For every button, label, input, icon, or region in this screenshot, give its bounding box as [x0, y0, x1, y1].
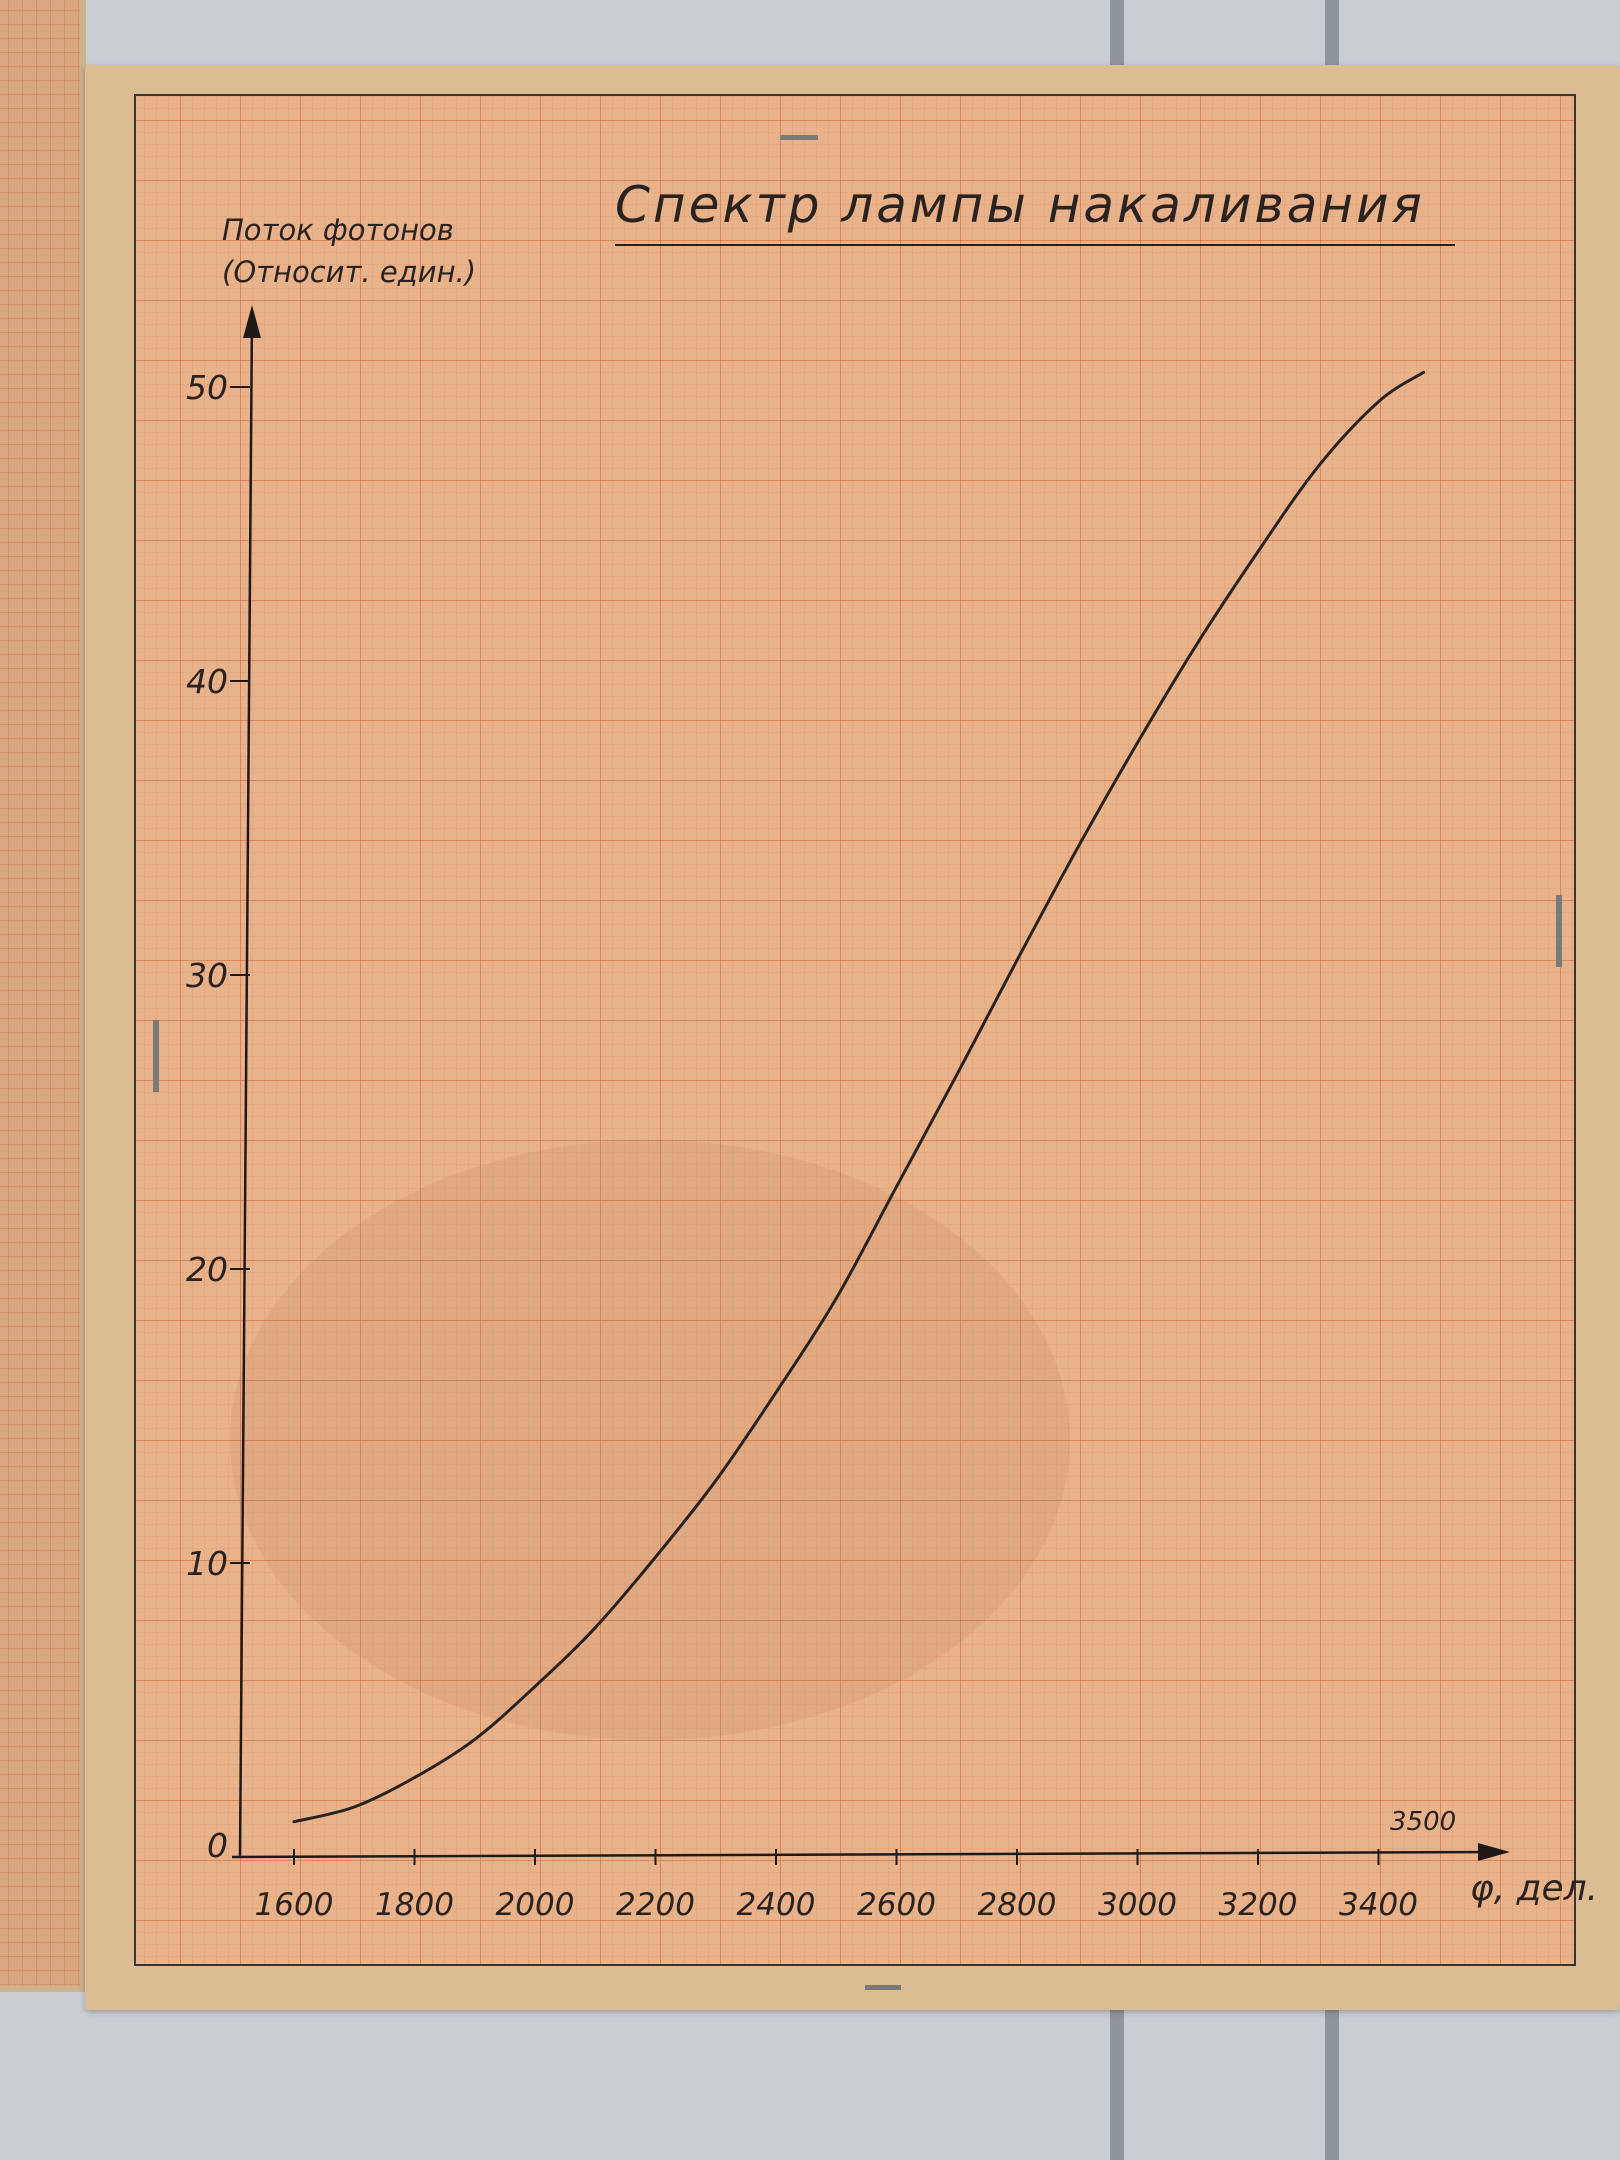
x-tick-label: 3000 [1098, 1887, 1177, 1923]
y-tick-label: 40 [186, 662, 228, 701]
y-axis-arrow [243, 305, 261, 338]
x-tick-label: 2000 [496, 1887, 575, 1923]
x-tick-label: 2200 [616, 1887, 695, 1923]
x-tick-label: 1800 [375, 1887, 454, 1923]
x-axis [231, 1850, 1496, 1859]
x-axis-label: φ, дел. [1470, 1868, 1598, 1909]
x-tick-label: 2400 [737, 1887, 816, 1923]
y-axis-label-line2: (Относит. един.) [222, 255, 476, 289]
y-axis [238, 314, 254, 1858]
x-tick-label: 1600 [255, 1887, 334, 1923]
chart-title: Спектр лампы накаливания [615, 176, 1425, 234]
staple-right [1556, 895, 1562, 967]
x-axis-arrow [1478, 1843, 1510, 1861]
staple-left [153, 1020, 159, 1092]
x-tick-label: 2800 [978, 1887, 1057, 1923]
x-tick-label: 2600 [857, 1887, 936, 1923]
y-tick-label: 20 [186, 1250, 228, 1289]
x-tick-label: 3200 [1219, 1887, 1298, 1923]
staple-top [780, 135, 818, 140]
x-axis-extra-label: 3500 [1390, 1807, 1456, 1837]
x-tick-label: 3400 [1339, 1887, 1418, 1923]
y-tick-label: 0 [207, 1826, 228, 1865]
y-axis-label-line1: Поток фотонов [222, 213, 454, 247]
staple-bottom [865, 1985, 901, 1990]
spectrum-curve [292, 370, 1426, 1824]
y-tick-label: 50 [186, 368, 228, 407]
y-tick-label: 10 [186, 1544, 228, 1583]
y-tick-label: 30 [186, 956, 228, 995]
adjacent-graph-sheet [0, 0, 86, 1992]
